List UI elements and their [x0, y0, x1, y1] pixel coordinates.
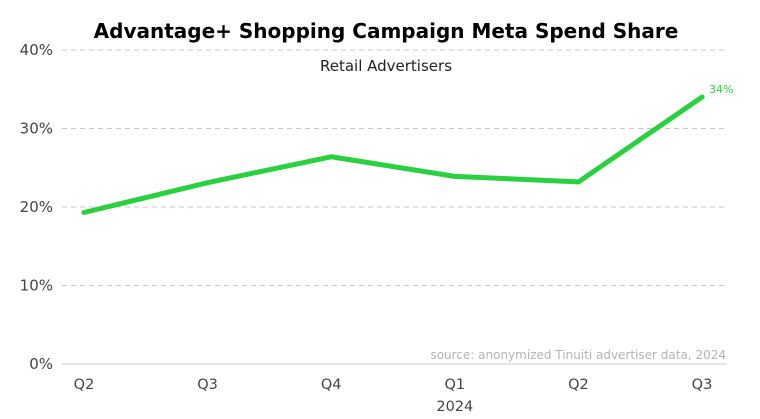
- x-tick-label: Q1: [444, 377, 465, 393]
- y-axis-tick-labels: 0% 10% 20% 30% 40%: [20, 41, 53, 373]
- data-point: [81, 209, 87, 215]
- series-line: [81, 94, 705, 215]
- x-tick-label: Q3: [197, 377, 218, 393]
- y-tick-label: 10%: [20, 277, 53, 295]
- y-tick-label: 20%: [20, 198, 53, 216]
- x-axis-tick-labels: Q2 Q3 Q4 Q1 2024 Q2 Q3: [74, 377, 713, 415]
- x-tick-label: Q4: [321, 377, 342, 393]
- x-tick-label: Q2: [568, 377, 589, 393]
- data-point: [452, 173, 458, 179]
- data-point: [575, 179, 581, 185]
- source-note: source: anonymized Tinuiti advertiser da…: [430, 348, 726, 362]
- chart-subtitle: Retail Advertisers: [320, 57, 452, 75]
- data-point: [205, 180, 211, 186]
- x-tick-label: Q2: [74, 377, 95, 393]
- series-lines: [81, 94, 705, 215]
- data-point: [699, 94, 705, 100]
- chart-title: Advantage+ Shopping Campaign Meta Spend …: [94, 19, 679, 43]
- y-tick-label: 0%: [29, 355, 53, 373]
- gridlines: [62, 49, 727, 365]
- y-tick-label: 30%: [20, 120, 53, 138]
- x-year-label: 2024: [436, 399, 473, 415]
- data-label: 34%: [709, 83, 733, 96]
- data-point: [328, 154, 334, 160]
- x-tick-label: Q3: [692, 377, 713, 393]
- data-labels: 34%: [709, 83, 733, 96]
- y-tick-label: 40%: [20, 41, 53, 59]
